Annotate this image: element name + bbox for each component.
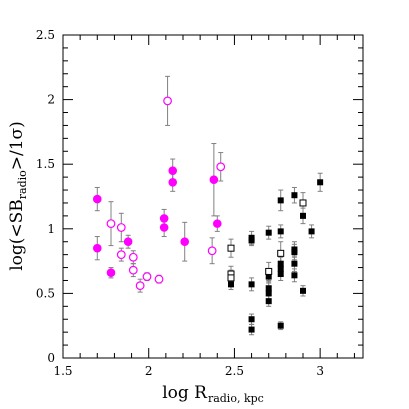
data-point [291,260,298,267]
x-tick-label: 1.5 [53,364,72,378]
data-point [106,268,116,278]
x-tick-label: 3 [316,364,324,378]
data-point [227,244,235,252]
y-tick-label: 1.5 [36,157,55,171]
data-point [300,212,306,219]
data-point [265,273,272,280]
data-point [299,199,307,207]
data-point [128,265,138,275]
x-axis-label-main: log R [162,383,208,403]
tick-labels: 1.5 2 2.5 3 0 0.5 1 1.5 2 2.5 [36,28,324,378]
plot-frame [62,34,364,359]
data-point [291,272,298,279]
data-point [277,260,284,267]
data-point [135,281,145,291]
data-point [209,175,219,185]
x-tick-label: 2 [145,364,153,378]
data-point [106,219,116,229]
axis-ticks [62,34,363,359]
data-point [116,223,126,232]
error-bars [94,75,323,336]
data-point [154,274,164,284]
y-axis-label-post: >/1σ) [7,121,27,170]
data-point [265,229,272,236]
data-point [291,192,298,199]
data-point [168,166,178,175]
data-point [207,246,217,256]
y-tick-label: 0.5 [36,286,55,300]
data-point [248,316,255,323]
data-point [248,281,255,288]
data-point [180,237,190,247]
y-tick-label: 0 [47,351,55,365]
data-point [308,228,315,235]
data-point [277,322,284,329]
data-point [116,250,126,260]
data-point [248,326,255,333]
y-axis-label-sub: radio [16,170,29,199]
data-point [248,237,255,244]
data-point [128,252,138,262]
data-point [265,285,272,292]
data-point [159,223,169,232]
data-point [277,265,284,272]
data-point [159,214,169,223]
data-point [317,179,324,186]
data-point [163,96,172,106]
data-point [168,177,178,187]
data-point [291,249,298,256]
data-point [277,228,284,235]
data-point [92,243,102,253]
y-tick-label: 2.5 [36,28,55,42]
data-point [227,274,235,282]
x-axis-label-sub: radio, kpc [208,392,264,405]
y-axis-label-pre: log(<SB [7,199,27,271]
data-point [277,197,284,204]
data-point [300,287,306,294]
data-point [216,162,226,172]
data-point [277,271,284,278]
data-point [142,272,152,282]
y-axis-label: log(<SBradio>/1σ) [7,121,29,271]
y-tick-label: 2 [47,93,55,107]
data-point [92,194,102,204]
data-point [265,290,272,297]
data-point [212,219,222,228]
data-point [265,298,272,305]
x-tick-label: 2.5 [225,364,244,378]
x-axis-label: log Rradio, kpc [162,383,264,405]
data-point [265,267,273,275]
data-point [228,281,234,288]
data-point [123,237,133,247]
data-point [277,249,285,257]
data-points [92,96,324,333]
y-tick-label: 1 [47,222,55,236]
